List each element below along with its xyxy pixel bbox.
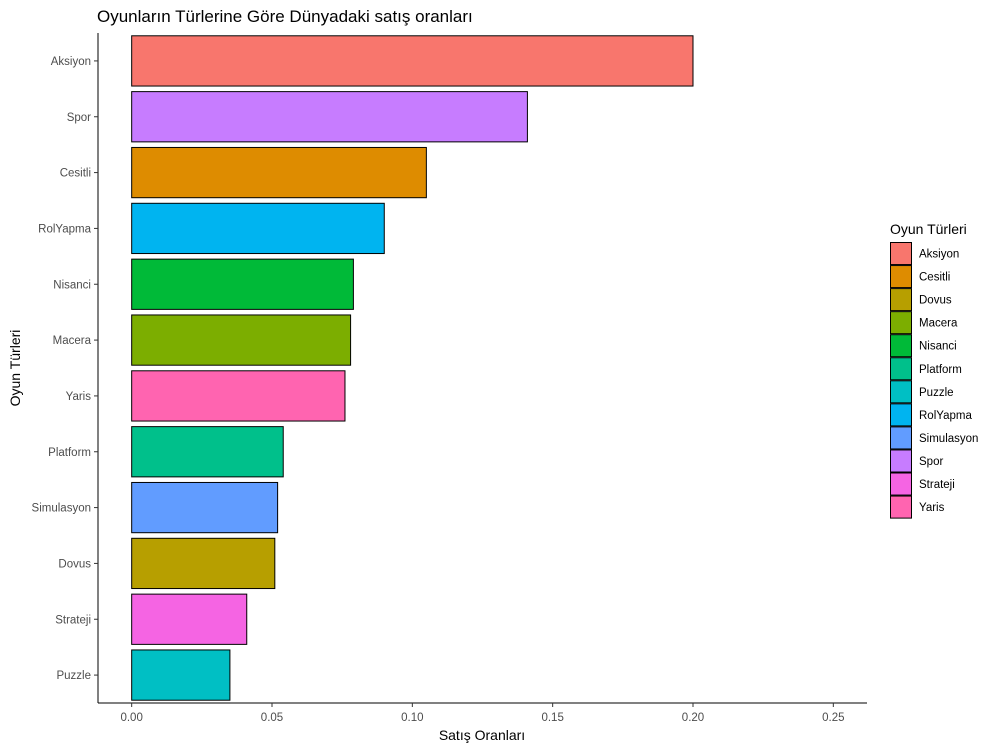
- bar-rolyapma: [131, 202, 385, 255]
- legend-title: Oyun Türleri: [890, 221, 967, 237]
- legend-key-platform: [890, 357, 912, 381]
- x-tick-label: 0.05: [261, 712, 283, 724]
- legend-key-puzzle: [890, 380, 912, 404]
- legend-key-cesitli: [890, 265, 912, 289]
- legend-key-nisanci: [890, 334, 912, 358]
- legend-key-macera: [890, 311, 912, 335]
- legend-key-spor: [890, 449, 912, 473]
- legend-key-rolyapma: [890, 403, 912, 427]
- y-tick-label-nisanci: Nisanci: [53, 279, 91, 291]
- legend-label-platform: Platform: [919, 364, 962, 376]
- legend-label-macera: Macera: [919, 318, 958, 330]
- x-tick-label: 0.20: [682, 712, 704, 724]
- bar-yaris: [131, 370, 346, 422]
- legend-label-yaris: Yaris: [919, 502, 945, 514]
- legend-label-simulasyon: Simulasyon: [919, 433, 978, 445]
- x-ticks-layer: 0.00 0.05 0.10 0.15 0.20 0.25: [120, 703, 845, 724]
- legend-label-aksiyon: Aksiyon: [919, 249, 959, 261]
- bars-layer: [131, 35, 694, 701]
- legend-key-strateji: [890, 472, 912, 496]
- y-tick-label-puzzle: Puzzle: [56, 670, 91, 682]
- legend-label-spor: Spor: [919, 456, 943, 468]
- x-tick-label: 0.10: [401, 712, 423, 724]
- bar-puzzle: [131, 649, 231, 701]
- y-ticks-layer: Aksiyon Spor Cesitli RolYapma Nisanci Macera Y…: [32, 56, 98, 682]
- y-tick-label-yaris: Yaris: [66, 391, 92, 403]
- bar-platform: [131, 426, 284, 478]
- legend-key-yaris: [890, 495, 912, 519]
- x-tick-label: 0.15: [541, 712, 563, 724]
- y-axis-title: Oyun Türleri: [7, 330, 23, 407]
- bar-nisanci: [131, 258, 354, 310]
- y-tick-label-cesitli: Cesitli: [60, 168, 91, 180]
- bar-strateji: [131, 593, 248, 645]
- bar-cesitli: [131, 146, 427, 199]
- y-tick-label-strateji: Strateji: [55, 614, 91, 626]
- y-tick-label-simulasyon: Simulasyon: [32, 503, 91, 515]
- bar-spor: [131, 91, 528, 143]
- y-tick-label-rolyapma: RolYapma: [38, 223, 91, 235]
- bar-macera: [131, 314, 352, 366]
- bar-dovus: [131, 537, 276, 590]
- y-tick-label-dovus: Dovus: [58, 558, 91, 570]
- y-tick-label-platform: Platform: [48, 447, 91, 459]
- y-tick-label-macera: Macera: [53, 335, 92, 347]
- x-tick-label: 0.25: [822, 712, 844, 724]
- legend-key-simulasyon: [890, 426, 912, 450]
- legend: Aksiyon Cesitli Dovus Macera Nisanci Platform…: [890, 242, 978, 519]
- bar-aksiyon: [131, 35, 694, 87]
- x-tick-label: 0.00: [120, 712, 142, 724]
- x-axis-title: Satış Oranları: [439, 727, 525, 743]
- bar-simulasyon: [131, 481, 279, 534]
- legend-label-nisanci: Nisanci: [919, 341, 957, 353]
- legend-label-puzzle: Puzzle: [919, 387, 954, 399]
- legend-label-dovus: Dovus: [919, 295, 952, 307]
- legend-label-strateji: Strateji: [919, 479, 955, 491]
- legend-label-cesitli: Cesitli: [919, 272, 950, 284]
- chart-title: Oyunların Türlerine Göre Dünyadaki satış…: [97, 7, 473, 26]
- legend-key-aksiyon: [890, 242, 912, 266]
- legend-key-dovus: [890, 288, 912, 312]
- legend-label-rolyapma: RolYapma: [919, 410, 972, 422]
- y-tick-label-aksiyon: Aksiyon: [51, 56, 91, 68]
- y-tick-label-spor: Spor: [67, 112, 91, 124]
